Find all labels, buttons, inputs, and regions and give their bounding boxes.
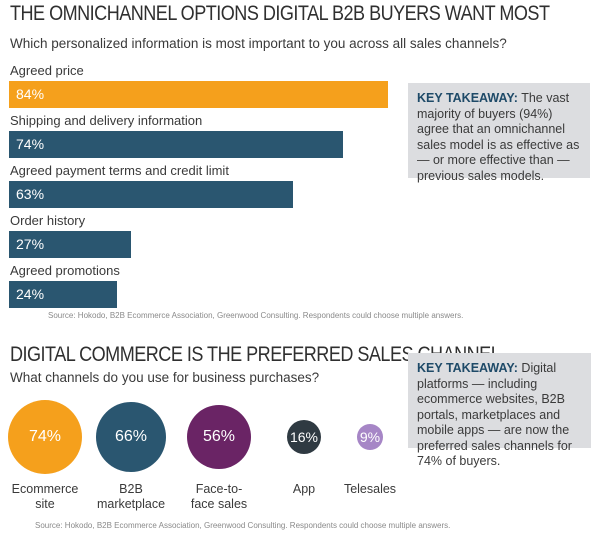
bar-value-label: 27% [16,236,45,252]
section1-subtitle: Which personalized information is most i… [10,36,507,51]
section2-takeaway: KEY TAKEAWAY: Digital platforms — includ… [408,353,591,468]
bar-category-label: Shipping and delivery information [10,113,203,128]
bar-category-label: Order history [10,213,86,228]
bubble-category-label: App [292,482,316,496]
bar-category-label: Agreed payment terms and credit limit [10,163,229,178]
bar-value-label: 84% [16,86,45,102]
section2-source: Source: Hokodo, B2B Ecommerce Associatio… [35,521,451,530]
bubble-value-label: 9% [359,428,381,445]
bubble: 56% [186,404,252,470]
bubble: 74% [8,400,82,474]
bar-category-label: Agreed price [10,63,84,78]
bubble: 16% [286,419,322,455]
bar: 84% [9,81,388,108]
section1-takeaway: KEY TAKEAWAY: The vast majority of buyer… [408,83,590,183]
bubble-category-label: B2B marketplace [96,482,166,511]
bubble-category-label: Telesales [343,482,397,496]
bar: 24% [9,281,117,308]
bar: 27% [9,231,131,258]
bar-value-label: 74% [16,136,45,152]
bubble-value-label: 74% [28,428,62,445]
bar-category-label: Agreed promotions [10,263,120,278]
section2-title: DIGITAL COMMERCE IS THE PREFERRED SALES … [10,343,501,366]
bubble: 9% [357,424,383,450]
bubble-value-label: 66% [114,427,147,445]
bar: 63% [9,181,293,208]
section1-source: Source: Hokodo, B2B Ecommerce Associatio… [48,311,464,320]
takeaway-heading: KEY TAKEAWAY: [417,91,518,105]
bubble-value-label: 56% [202,427,235,445]
bubble-category-label: Face-to-face sales [190,482,248,511]
bubble: 66% [96,402,166,472]
section1-title: THE OMNICHANNEL OPTIONS DIGITAL B2B BUYE… [10,2,550,25]
bubble-category-label: Ecommerce site [11,482,79,511]
takeaway-heading: KEY TAKEAWAY: [417,361,518,375]
bubble-value-label: 16% [289,428,318,445]
bar-value-label: 24% [16,286,45,302]
takeaway-text: Digital platforms — including ecommerce … [417,361,572,468]
takeaway-text: The vast majority of buyers (94%) agree … [417,91,580,183]
section2-subtitle: What channels do you use for business pu… [10,370,320,385]
bar-value-label: 63% [16,186,45,202]
bar: 74% [9,131,343,158]
